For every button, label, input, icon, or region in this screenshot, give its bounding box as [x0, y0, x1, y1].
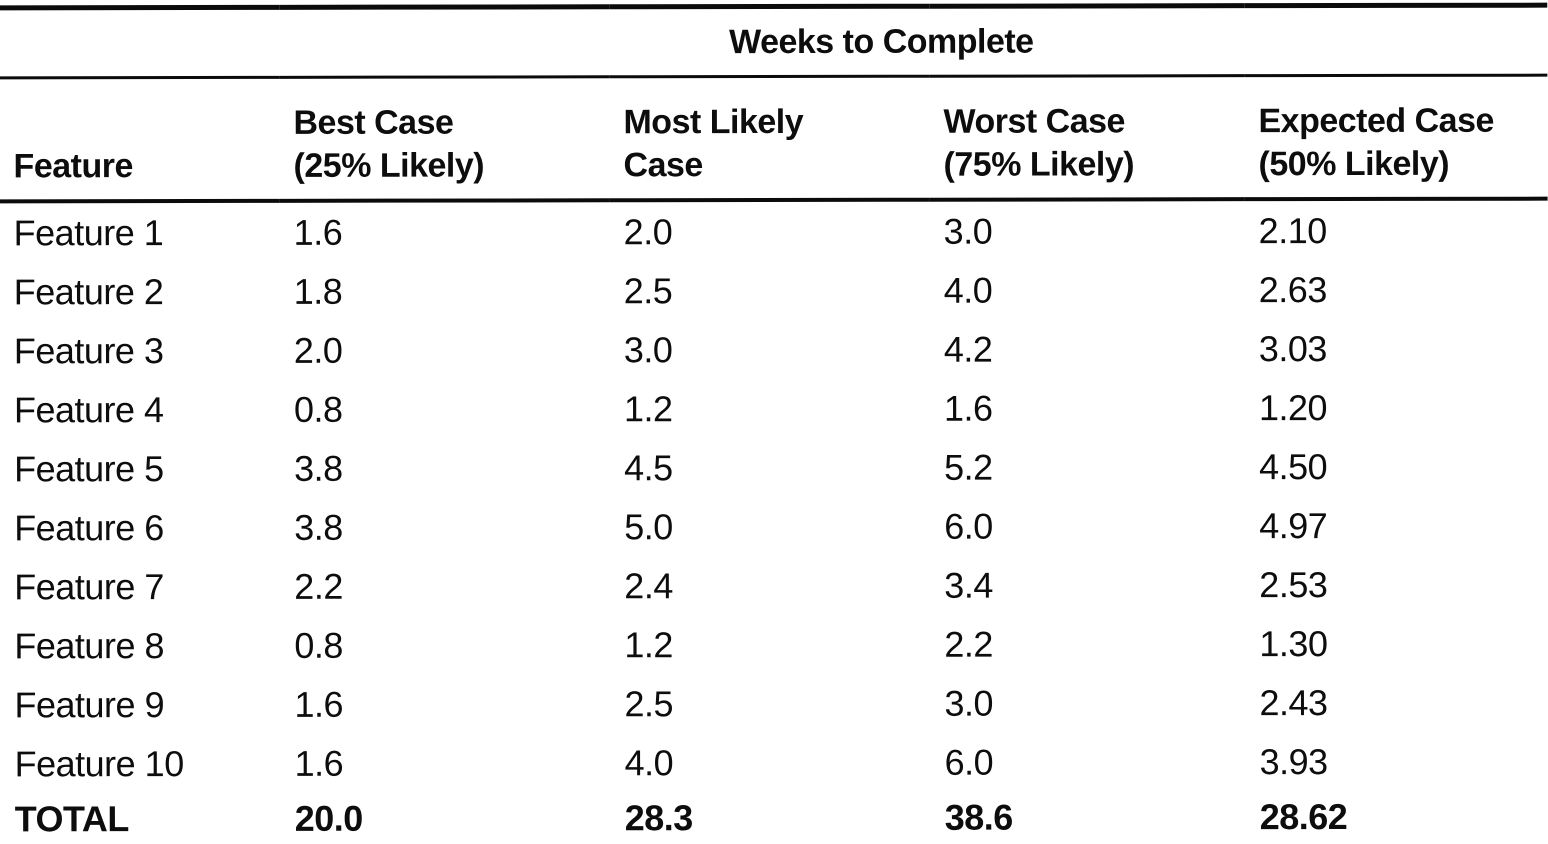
best-case-cell: 3.8: [294, 506, 343, 548]
table-row: Feature 5 3.8 4.5 5.2 4.50: [0, 437, 1548, 499]
feature-cell: Feature 10: [14, 742, 184, 784]
column-header-best-case: Best Case (25% Likely): [279, 76, 610, 201]
best-case-cell: 0.8: [293, 388, 343, 430]
most-likely-cell: 4.5: [624, 446, 673, 488]
column-header-line: Worst Case: [943, 102, 1125, 141]
table-row: Feature 2 1.8 2.5 4.0 2.63: [0, 260, 1548, 322]
worst-case-cell: 3.0: [943, 210, 993, 252]
most-likely-cell: 2.0: [623, 210, 673, 252]
estimation-table: Weeks to Complete Feature Best Case (25%…: [0, 3, 1548, 844]
table-row: Feature 7 2.2 2.4 3.4 2.53: [0, 555, 1548, 617]
expected-case-cell: 1.30: [1259, 622, 1328, 664]
expected-case-cell: 3.93: [1259, 740, 1328, 782]
expected-case-cell: 2.43: [1259, 681, 1328, 723]
table-row: Feature 8 0.8 1.2 2.2 1.30: [0, 614, 1548, 676]
column-header-line: Best Case: [293, 103, 454, 142]
worst-case-cell: 6.0: [944, 505, 993, 547]
total-most-likely: 28.3: [610, 791, 931, 844]
table-row: Feature 10 1.6 4.0 6.0 3.93: [1, 732, 1548, 794]
expected-case-cell: 4.50: [1259, 445, 1328, 487]
best-case-cell: 2.0: [293, 329, 343, 371]
column-header-most-likely: Most Likely Case: [609, 76, 930, 201]
most-likely-cell: 2.4: [624, 564, 673, 606]
worst-case-cell: 3.4: [944, 564, 993, 606]
total-expected-case: 28.62: [1245, 790, 1548, 844]
total-worst-case: 38.6: [930, 791, 1246, 844]
most-likely-cell: 4.0: [624, 741, 674, 783]
feature-cell: Feature 1: [13, 211, 164, 253]
table-title: Weeks to Complete: [279, 5, 1548, 78]
total-label: TOTAL: [0, 792, 281, 844]
table-row: Feature 6 3.8 5.0 6.0 4.97: [0, 496, 1548, 558]
expected-case-cell: 4.97: [1259, 504, 1328, 546]
best-case-cell: 1.8: [293, 270, 343, 312]
worst-case-cell: 2.2: [944, 623, 993, 665]
table-row: Feature 4 0.8 1.2 1.6 1.20: [0, 378, 1548, 440]
feature-cell: Feature 4: [13, 388, 164, 430]
most-likely-cell: 5.0: [624, 505, 673, 547]
most-likely-cell: 2.5: [623, 269, 673, 311]
best-case-cell: 1.6: [293, 211, 343, 253]
best-case-cell: 2.2: [294, 565, 343, 607]
column-header-line: Feature: [13, 146, 133, 185]
spanning-header-row: Weeks to Complete: [0, 5, 1548, 78]
most-likely-cell: 1.2: [623, 387, 673, 429]
table-row: Feature 3 2.0 3.0 4.2 3.03: [0, 319, 1548, 381]
feature-cell: Feature 9: [14, 683, 165, 725]
best-case-cell: 0.8: [294, 624, 343, 666]
worst-case-cell: 4.0: [943, 269, 993, 311]
column-header-row: Feature Best Case (25% Likely) Most Like…: [0, 75, 1548, 202]
feature-cell: Feature 5: [14, 447, 164, 489]
best-case-cell: 1.6: [294, 683, 344, 725]
worst-case-cell: 1.6: [943, 387, 993, 429]
worst-case-cell: 6.0: [944, 741, 994, 783]
total-best-case: 20.0: [280, 792, 611, 844]
feature-cell: Feature 7: [14, 565, 164, 607]
column-header-feature: Feature: [0, 77, 280, 202]
column-header-line: (50% Likely): [1258, 144, 1450, 183]
best-case-cell: 1.6: [294, 742, 344, 784]
column-header-worst-case: Worst Case (75% Likely): [929, 75, 1245, 200]
worst-case-cell: 4.2: [943, 328, 993, 370]
feature-cell: Feature 3: [13, 329, 164, 371]
total-row: TOTAL 20.0 28.3 38.6 28.62: [0, 790, 1548, 844]
column-header-expected-case: Expected Case (50% Likely): [1244, 75, 1548, 200]
feature-cell: Feature 2: [13, 270, 164, 312]
expected-case-cell: 1.20: [1258, 386, 1328, 428]
column-header-line: Case: [623, 145, 703, 184]
expected-case-cell: 2.63: [1258, 268, 1327, 310]
most-likely-cell: 1.2: [624, 623, 673, 665]
spanning-header-spacer: [0, 7, 280, 78]
worst-case-cell: 3.0: [944, 682, 994, 724]
table-row: Feature 1 1.6 2.0 3.0 2.10: [0, 199, 1548, 263]
table-row: Feature 9 1.6 2.5 3.0 2.43: [0, 673, 1548, 735]
column-header-line: (75% Likely): [943, 144, 1135, 184]
column-header-line: Expected Case: [1258, 101, 1494, 141]
expected-case-cell: 3.03: [1258, 327, 1327, 369]
most-likely-cell: 3.0: [623, 328, 673, 370]
expected-case-cell: 2.53: [1259, 563, 1328, 605]
worst-case-cell: 5.2: [944, 446, 993, 488]
most-likely-cell: 2.5: [624, 682, 674, 724]
expected-case-cell: 2.10: [1258, 209, 1327, 251]
feature-cell: Feature 6: [14, 506, 164, 548]
best-case-cell: 3.8: [294, 447, 343, 489]
column-header-line: Most Likely: [623, 102, 804, 142]
column-header-line: (25% Likely): [293, 146, 485, 185]
feature-cell: Feature 8: [14, 624, 165, 666]
